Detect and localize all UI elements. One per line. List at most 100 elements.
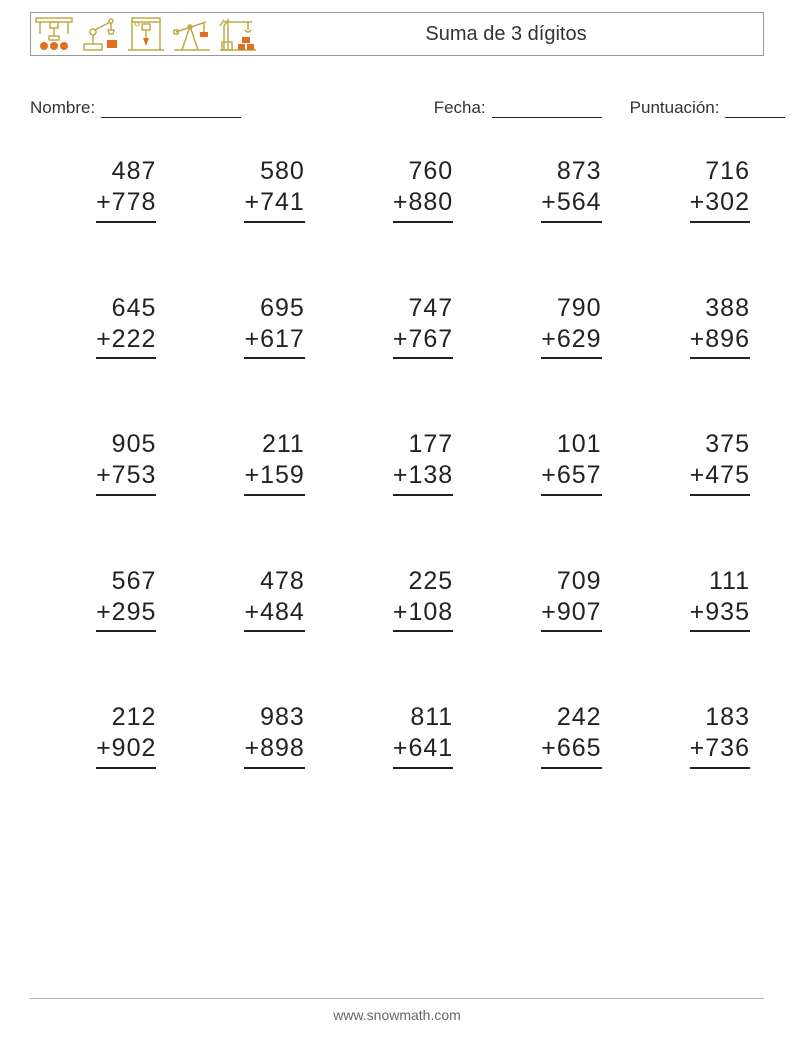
operator-icon: + xyxy=(393,461,409,489)
operator-icon: + xyxy=(96,461,112,489)
addend-bottom-value: 907 xyxy=(557,598,602,626)
addend-bottom-value: 617 xyxy=(260,325,305,353)
addend-top: 487 xyxy=(96,156,156,187)
addend-top: 983 xyxy=(244,702,304,733)
operator-icon: + xyxy=(541,188,557,216)
operator-icon: + xyxy=(393,188,409,216)
addend-bottom: +138 xyxy=(393,460,453,495)
addend-bottom: +741 xyxy=(244,187,304,222)
addend-bottom: +641 xyxy=(393,733,453,768)
problem: 242+665 xyxy=(489,702,601,769)
problem-inner: 709+907 xyxy=(541,566,601,633)
problem-inner: 873+564 xyxy=(541,156,601,223)
addend-bottom-value: 880 xyxy=(408,188,453,216)
operator-icon: + xyxy=(541,461,557,489)
addend-bottom: +880 xyxy=(393,187,453,222)
addend-bottom: +295 xyxy=(96,597,156,632)
addend-bottom: +778 xyxy=(96,187,156,222)
addend-bottom-value: 778 xyxy=(112,188,157,216)
oil-pump-icon xyxy=(171,15,213,53)
problem: 375+475 xyxy=(638,429,750,496)
operator-icon: + xyxy=(690,188,706,216)
addend-top: 242 xyxy=(541,702,601,733)
addend-top: 177 xyxy=(393,429,453,460)
score-blank[interactable] xyxy=(725,99,785,118)
addend-bottom-value: 295 xyxy=(112,598,157,626)
addend-bottom-value: 222 xyxy=(112,325,157,353)
addend-bottom-value: 753 xyxy=(112,461,157,489)
problem-inner: 487+778 xyxy=(96,156,156,223)
addend-bottom: +302 xyxy=(690,187,750,222)
problem: 211+159 xyxy=(192,429,304,496)
addend-bottom: +753 xyxy=(96,460,156,495)
name-blank[interactable] xyxy=(101,99,241,118)
addend-bottom: +902 xyxy=(96,733,156,768)
robotic-arm-icon xyxy=(79,15,121,53)
addend-top: 101 xyxy=(541,429,601,460)
problem: 487+778 xyxy=(44,156,156,223)
addend-bottom: +484 xyxy=(244,597,304,632)
operator-icon: + xyxy=(690,325,706,353)
addend-top: 790 xyxy=(541,293,601,324)
problem: 212+902 xyxy=(44,702,156,769)
addend-bottom-value: 475 xyxy=(705,461,750,489)
problem-inner: 242+665 xyxy=(541,702,601,769)
problem-inner: 388+896 xyxy=(690,293,750,360)
worksheet-title: Suma de 3 dígitos xyxy=(259,23,753,46)
problems-grid: 487+778580+741760+880873+564716+302645+2… xyxy=(30,156,764,769)
worksheet-page: Suma de 3 dígitos Nombre: Fecha: Puntuac… xyxy=(0,0,794,1053)
problem-inner: 478+484 xyxy=(244,566,304,633)
addend-bottom-value: 736 xyxy=(705,734,750,762)
addend-bottom-value: 484 xyxy=(260,598,305,626)
addend-top: 225 xyxy=(393,566,453,597)
addend-top: 645 xyxy=(96,293,156,324)
addend-bottom-value: 935 xyxy=(705,598,750,626)
problem: 645+222 xyxy=(44,293,156,360)
problem-inner: 747+767 xyxy=(393,293,453,360)
addend-top: 811 xyxy=(393,702,453,733)
problem-inner: 567+295 xyxy=(96,566,156,633)
problem: 905+753 xyxy=(44,429,156,496)
addend-top: 709 xyxy=(541,566,601,597)
operator-icon: + xyxy=(96,188,112,216)
addend-top: 905 xyxy=(96,429,156,460)
addend-bottom-value: 108 xyxy=(408,598,453,626)
problem-inner: 645+222 xyxy=(96,293,156,360)
operator-icon: + xyxy=(244,188,260,216)
addend-bottom-value: 767 xyxy=(408,325,453,353)
addend-top: 111 xyxy=(690,566,750,597)
worksheet-header: Suma de 3 dígitos xyxy=(30,12,764,56)
addend-top: 580 xyxy=(244,156,304,187)
operator-icon: + xyxy=(244,598,260,626)
operator-icon: + xyxy=(96,734,112,762)
problem-inner: 905+753 xyxy=(96,429,156,496)
addend-top: 388 xyxy=(690,293,750,324)
problem: 111+935 xyxy=(638,566,750,633)
addend-bottom: +767 xyxy=(393,324,453,359)
addend-bottom: +617 xyxy=(244,324,304,359)
addend-top: 211 xyxy=(244,429,304,460)
problem-inner: 811+641 xyxy=(393,702,453,769)
problem: 580+741 xyxy=(192,156,304,223)
problem: 478+484 xyxy=(192,566,304,633)
addend-bottom: +475 xyxy=(690,460,750,495)
addend-top: 212 xyxy=(96,702,156,733)
addend-bottom-value: 898 xyxy=(260,734,305,762)
addend-bottom-value: 564 xyxy=(557,188,602,216)
problem-inner: 101+657 xyxy=(541,429,601,496)
name-label: Nombre: xyxy=(30,98,95,118)
page-footer: www.snowmath.com xyxy=(0,998,794,1023)
addend-top: 873 xyxy=(541,156,601,187)
addend-bottom-value: 741 xyxy=(260,188,305,216)
problem-inner: 760+880 xyxy=(393,156,453,223)
hydraulic-press-icon xyxy=(33,15,75,53)
date-blank[interactable] xyxy=(492,99,602,118)
addend-top: 695 xyxy=(244,293,304,324)
problem: 183+736 xyxy=(638,702,750,769)
addend-bottom-value: 159 xyxy=(260,461,305,489)
footer-url: www.snowmath.com xyxy=(0,1007,794,1023)
problem-inner: 580+741 xyxy=(244,156,304,223)
problem-inner: 177+138 xyxy=(393,429,453,496)
score-label: Puntuación: xyxy=(630,98,720,118)
problem-inner: 375+475 xyxy=(690,429,750,496)
